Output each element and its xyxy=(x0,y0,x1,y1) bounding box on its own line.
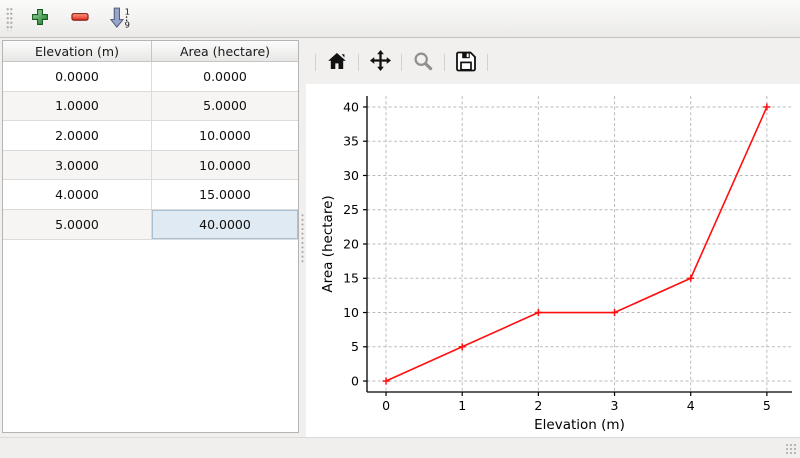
sort-rows-button[interactable]: 1 9 xyxy=(107,6,133,32)
svg-text:20: 20 xyxy=(343,236,359,251)
toolbar-separator xyxy=(358,53,359,71)
magnifier-icon xyxy=(412,50,434,75)
svg-text:5: 5 xyxy=(763,398,771,413)
svg-text:15: 15 xyxy=(343,271,359,286)
toolbar-grip[interactable] xyxy=(6,6,13,31)
table-row: 0.0000 0.0000 xyxy=(3,62,298,92)
svg-text:4: 4 xyxy=(687,398,695,413)
panel-splitter-handle[interactable] xyxy=(300,213,305,263)
floppy-save-icon xyxy=(455,50,477,75)
toolbar-separator xyxy=(487,53,488,71)
plot-navigation-toolbar xyxy=(306,40,800,84)
table-row: 1.0000 5.0000 xyxy=(3,91,298,122)
table-cell[interactable]: 2.0000 xyxy=(3,121,152,150)
elevation-area-table: Elevation (m) Area (hectare) 0.0000 0.000… xyxy=(2,40,299,433)
table-row: 4.0000 15.0000 xyxy=(3,180,298,210)
y-axis-label: Area (hectare) xyxy=(320,195,336,292)
svg-text:1: 1 xyxy=(124,6,129,16)
top-toolbar: 1 9 xyxy=(0,0,800,38)
table-cell[interactable]: 1.0000 xyxy=(3,91,152,121)
sort-ascending-icon: 1 9 xyxy=(109,6,132,32)
table-row: 3.0000 10.0000 xyxy=(3,150,298,181)
table-cell[interactable]: 10.0000 xyxy=(199,127,251,143)
svg-text:0: 0 xyxy=(351,373,359,388)
table-row: 5.0000 40.0000 xyxy=(3,209,298,240)
plot-pan-button[interactable] xyxy=(366,48,394,76)
column-header-area[interactable]: Area (hectare) xyxy=(179,43,271,59)
svg-text:40: 40 xyxy=(343,99,359,114)
table-header: Elevation (m) Area (hectare) xyxy=(3,41,298,62)
svg-text:25: 25 xyxy=(343,202,359,217)
table-body: 0.0000 0.0000 1.0000 5.0000 2.0000 10.0000 3.0… xyxy=(3,62,298,240)
svg-text:9: 9 xyxy=(124,19,129,29)
status-bar xyxy=(0,437,800,458)
add-row-button[interactable] xyxy=(27,6,53,32)
svg-text:10: 10 xyxy=(343,305,359,320)
table-cell[interactable]: 0.0000 xyxy=(203,68,247,84)
svg-text:5: 5 xyxy=(351,339,359,354)
window-resize-grip[interactable] xyxy=(785,443,797,455)
toolbar-separator xyxy=(401,53,402,71)
table-cell[interactable]: 5.0000 xyxy=(203,98,247,114)
table-row: 2.0000 10.0000 xyxy=(3,121,298,151)
svg-text:3: 3 xyxy=(611,398,619,413)
svg-text:30: 30 xyxy=(343,168,359,183)
home-icon xyxy=(326,50,348,75)
minus-icon xyxy=(71,8,89,29)
x-axis-label: Elevation (m) xyxy=(534,417,625,433)
column-header-elevation[interactable]: Elevation (m) xyxy=(3,41,152,61)
table-cell[interactable]: 0.0000 xyxy=(3,62,152,91)
chart-canvas[interactable]: 0 1 2 3 4 5 0 5 10 15 20 25 30 35 40 Elevation (m) Area … xyxy=(306,84,800,437)
svg-text:35: 35 xyxy=(343,134,359,149)
table-cell[interactable]: 15.0000 xyxy=(199,187,251,203)
svg-text:0: 0 xyxy=(382,398,390,413)
remove-row-button[interactable] xyxy=(67,6,93,32)
area-elevation-chart: 0 1 2 3 4 5 0 5 10 15 20 25 30 35 40 Elevation (m) Area … xyxy=(320,96,792,433)
plot-home-button[interactable] xyxy=(323,48,351,76)
toolbar-separator xyxy=(444,53,445,71)
plot-zoom-button[interactable] xyxy=(409,48,437,76)
table-cell[interactable]: 3.0000 xyxy=(3,150,152,180)
table-cell[interactable]: 4.0000 xyxy=(3,180,152,209)
plot-save-button[interactable] xyxy=(452,48,480,76)
pan-arrows-icon xyxy=(369,49,392,75)
table-cell[interactable]: 10.0000 xyxy=(199,157,251,173)
table-cell[interactable]: 5.0000 xyxy=(3,209,152,239)
plus-icon xyxy=(31,8,49,29)
svg-text:2: 2 xyxy=(534,398,542,413)
table-cell[interactable]: 40.0000 xyxy=(152,209,298,239)
svg-text:1: 1 xyxy=(458,398,466,413)
toolbar-separator xyxy=(315,53,316,71)
